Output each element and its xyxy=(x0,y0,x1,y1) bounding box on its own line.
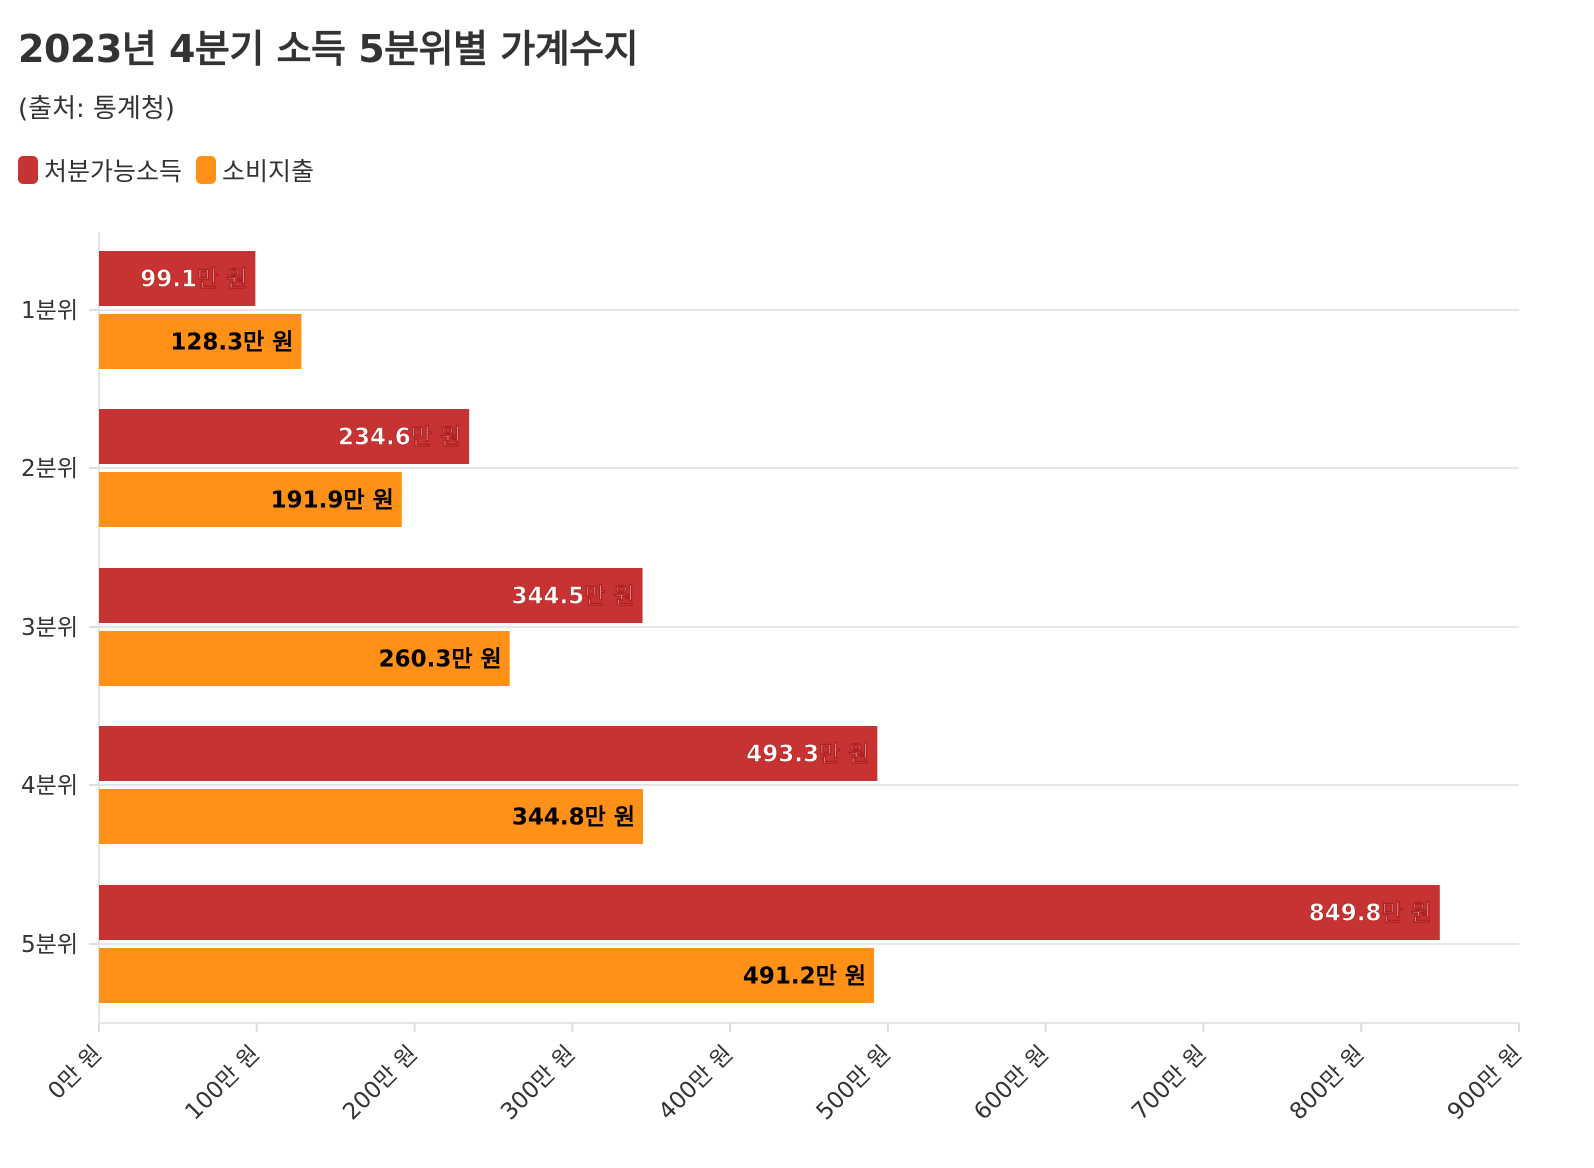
x-tick-label: 500만 원 xyxy=(812,1041,897,1126)
income-bar xyxy=(99,885,1440,940)
data-label: 344.8만 원 xyxy=(512,805,635,831)
spending-bar xyxy=(99,472,402,527)
x-tick-label: 200만 원 xyxy=(338,1041,423,1126)
x-tick-label: 900만 원 xyxy=(1443,1041,1528,1126)
data-label: 849.8만 원 xyxy=(1309,901,1432,927)
data-label: 191.9만 원 xyxy=(271,488,394,514)
income-bar xyxy=(99,568,643,623)
x-tick-label: 700만 원 xyxy=(1127,1041,1212,1126)
income-bar xyxy=(99,251,256,306)
data-label: 128.3만 원 xyxy=(170,330,293,356)
income-bar xyxy=(99,726,878,781)
y-tick-label: 1분위 xyxy=(21,298,78,324)
x-tick-label: 300만 원 xyxy=(496,1041,581,1126)
legend-swatch-income xyxy=(18,156,38,184)
x-tick-label: 600만 원 xyxy=(969,1041,1054,1126)
x-tick-label: 800만 원 xyxy=(1285,1041,1370,1126)
data-label: 493.3만 원 xyxy=(746,742,869,768)
spending-bar xyxy=(99,631,510,686)
data-label: 260.3만 원 xyxy=(379,647,502,673)
data-label: 344.5만 원 xyxy=(511,584,634,610)
y-tick-label: 5분위 xyxy=(21,932,78,958)
chart-subtitle: (출처: 통계청) xyxy=(18,94,175,124)
legend: 처분가능소득 소비지출 xyxy=(18,152,328,188)
income-bar xyxy=(99,409,470,464)
y-tick-label: 3분위 xyxy=(21,615,78,641)
y-tick-label: 4분위 xyxy=(21,773,78,799)
x-tick-label: 0만 원 xyxy=(43,1041,107,1105)
spending-bar xyxy=(99,789,644,844)
legend-label-income: 처분가능소득 xyxy=(44,157,183,186)
data-label: 234.6만 원 xyxy=(338,425,461,451)
legend-swatch-spending xyxy=(196,156,217,184)
data-label: 99.1만 원 xyxy=(140,267,247,293)
data-label: 491.2만 원 xyxy=(743,964,866,990)
y-tick-label: 2분위 xyxy=(21,456,78,482)
legend-label-spending: 소비지출 xyxy=(222,157,315,186)
legend-item-spending[interactable]: 소비지출 xyxy=(196,152,314,188)
chart-title: 2023년 4분기 소득 5분위별 가계수지 xyxy=(18,27,639,71)
legend-item-income[interactable]: 처분가능소득 xyxy=(18,152,182,188)
x-tick-label: 400만 원 xyxy=(654,1041,739,1126)
spending-bar xyxy=(99,948,875,1003)
x-tick-label: 100만 원 xyxy=(180,1041,265,1126)
spending-bar xyxy=(99,314,302,369)
